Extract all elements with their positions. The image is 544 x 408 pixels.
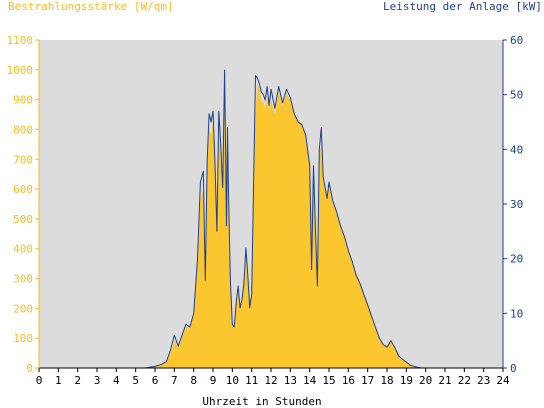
right-tick-label: 40 [510, 143, 523, 156]
x-tick-label: 0 [36, 374, 43, 387]
right-tick-label: 30 [510, 198, 523, 211]
right-tick-label: 10 [510, 307, 523, 320]
x-tick-label: 24 [496, 374, 510, 387]
x-tick-label: 1 [55, 374, 62, 387]
left-tick-label: 700 [13, 153, 33, 166]
x-tick-label: 10 [226, 374, 239, 387]
x-tick-label: 8 [190, 374, 197, 387]
x-tick-label: 11 [245, 374, 258, 387]
x-tick-label: 19 [400, 374, 413, 387]
axis-layer: 0 1 2 3 4 5 6 7 8 9 10 11 12 13 14 15 16 17 18 19 20 21 22 23 24… [7, 34, 524, 387]
right-tick-label: 20 [510, 253, 523, 266]
left-tick-label: 200 [13, 302, 33, 315]
x-tick-label: 15 [322, 374, 335, 387]
x-tick-label: 4 [113, 374, 120, 387]
series-layer [39, 69, 503, 369]
left-tick-label: 600 [13, 183, 33, 196]
left-tick-label: 1000 [7, 64, 34, 77]
right-axis-title: Leistung der Anlage [kW] [383, 0, 542, 13]
right-tick-label: 0 [510, 362, 517, 375]
x-tick-label: 9 [210, 374, 217, 387]
power-line [39, 69, 503, 369]
x-tick-label: 7 [171, 374, 178, 387]
x-tick-label: 12 [264, 374, 277, 387]
x-tick-label: 21 [438, 374, 451, 387]
left-tick-label: 500 [13, 213, 33, 226]
x-tick-label: 23 [477, 374, 490, 387]
left-tick-label: 100 [13, 332, 33, 345]
left-tick-label: 400 [13, 243, 33, 256]
x-tick-label: 3 [94, 374, 101, 387]
left-tick-label: 900 [13, 94, 33, 107]
x-tick-label: 16 [342, 374, 355, 387]
x-tick-label: 6 [152, 374, 159, 387]
x-tick-label: 14 [303, 374, 317, 387]
left-tick-label: 0 [26, 362, 33, 375]
x-tick-label: 22 [458, 374, 471, 387]
left-tick-label: 800 [13, 123, 33, 136]
x-tick-label: 20 [419, 374, 432, 387]
left-axis-title: Bestrahlungsstärke [W/qm] [8, 0, 174, 13]
left-tick-label: 300 [13, 273, 33, 286]
x-axis-label: Uhrzeit in Stunden [202, 395, 321, 408]
left-tick-label: 1100 [7, 34, 34, 47]
x-tick-label: 5 [132, 374, 139, 387]
x-tick-label: 17 [361, 374, 374, 387]
x-tick-label: 13 [284, 374, 297, 387]
right-tick-label: 50 [510, 89, 523, 102]
x-tick-label: 18 [380, 374, 393, 387]
irradiance-area [39, 84, 503, 368]
x-tick-label: 2 [74, 374, 81, 387]
right-tick-label: 60 [510, 34, 523, 47]
